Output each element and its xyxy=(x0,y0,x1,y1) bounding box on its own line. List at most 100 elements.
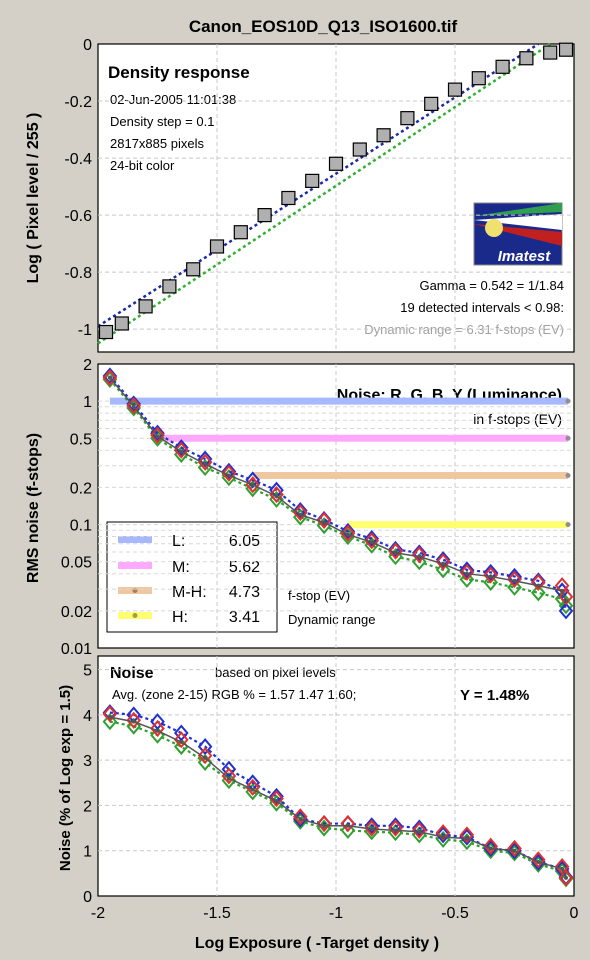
chart-marks: 0 -0.2 -0.4 -0.6 -0.8 -1 2 1 0.5 0.2 0.1 0.05 0.02 0.… xyxy=(61,37,579,922)
noise-fstops-point-r xyxy=(173,441,189,459)
noise-fstops-point-r xyxy=(340,524,356,542)
noise-fstops-point-y xyxy=(226,473,231,478)
noise-percent-point-r xyxy=(197,747,213,765)
noise-percent-point-b xyxy=(411,819,427,837)
noise-fstops-point-y xyxy=(322,520,327,525)
legend-label-m: M: xyxy=(172,559,190,576)
noise-fstops-point-y xyxy=(203,461,208,466)
noise-fstops-point-y xyxy=(393,550,398,555)
noise-fstops-point-b xyxy=(173,439,189,457)
noise-fstops-point-y xyxy=(298,512,303,517)
noise-fstops-point-b xyxy=(245,471,261,489)
noise-percent-point-y xyxy=(369,826,374,831)
noise-percent-point-y xyxy=(274,798,279,803)
density-point xyxy=(162,279,177,294)
noise-percent-point-r xyxy=(411,821,427,839)
noise-percent-point-r xyxy=(102,705,118,723)
noise-fstops-point-b xyxy=(411,544,427,562)
density-ytick-label: -0.4 xyxy=(64,151,92,168)
density-ytick-label: -0.6 xyxy=(64,208,92,225)
density-point xyxy=(558,42,574,57)
noise-fstops-point-y xyxy=(369,540,374,545)
noise-fstops-point-y xyxy=(560,588,565,593)
density-point xyxy=(328,156,344,171)
noise-percent-point-r xyxy=(173,731,189,749)
noise-fstops-series-line-b xyxy=(109,375,568,612)
noise-fstops-point-y xyxy=(274,494,279,499)
noise-percent-point-b xyxy=(269,787,284,805)
noise-percent-title: Noise xyxy=(110,665,154,682)
noise-fstops-point-b xyxy=(340,522,356,540)
density-point xyxy=(138,299,153,314)
noise-percent-point-y xyxy=(488,846,493,851)
imatest-logo-text: Imatest xyxy=(498,248,552,265)
legend-entry-mh: M-H: 4.73 xyxy=(118,584,260,601)
noise-percent-point-y xyxy=(536,860,541,865)
density-title: Density response xyxy=(108,63,250,82)
noise-fstops-point-b xyxy=(292,501,308,520)
noise-fstops-point-g xyxy=(435,561,451,579)
noise-fstops-point-b xyxy=(102,367,118,385)
noise-fstops-point-b xyxy=(388,540,403,558)
noise-percent-ytick-label: 0 xyxy=(83,889,92,906)
noise-percent-point-r xyxy=(340,815,356,833)
noise-fstops-ytick-label: 1 xyxy=(83,394,92,411)
noise-percent-summary: Avg. (zone 2-15) RGB % = 1.57 1.47 1.60; xyxy=(112,687,356,702)
noise-fstops-point-g xyxy=(483,573,499,591)
density-info-size: 2817x885 pixels xyxy=(110,136,204,151)
noise-percent-point-y xyxy=(393,828,398,833)
noise-percent-point-y xyxy=(155,728,160,733)
noise-percent-point-b xyxy=(197,738,213,756)
x-tick-label: -1 xyxy=(329,905,343,922)
noise-percent-point-g xyxy=(197,753,213,771)
noise-percent-point-y xyxy=(179,740,184,745)
density-point xyxy=(447,82,463,97)
legend-entry-h: H: 3.41 xyxy=(118,609,260,626)
dynamic-range-line-end-mh xyxy=(565,472,571,478)
noise-percent-point-b xyxy=(388,817,403,835)
noise-percent-point-r xyxy=(558,869,574,887)
legend-value-h: 3.41 xyxy=(229,609,260,626)
noise-percent-ytick-label: 2 xyxy=(83,798,92,815)
noise-fstops-ytick-label: 0.1 xyxy=(70,518,92,535)
noise-fstops-point-g xyxy=(530,584,546,602)
noise-percent-point-b xyxy=(364,817,380,835)
noise-fstops-point-y xyxy=(179,449,184,454)
noise-percent-point-r xyxy=(364,819,380,837)
noise-fstops-point-r xyxy=(388,542,403,560)
legend-caption-dynamic-range: Dynamic range xyxy=(288,612,375,627)
noise-percent-point-y xyxy=(131,719,136,724)
noise-percent-point-y xyxy=(345,823,350,828)
dynamic-range-line-end-m xyxy=(565,435,571,441)
noise-percent-point-y xyxy=(298,817,303,822)
density-point xyxy=(424,96,439,111)
noise-percent-point-r xyxy=(388,819,403,837)
noise-fstops-point-r xyxy=(364,532,380,550)
noise-fstops-point-y xyxy=(345,532,350,537)
noise-fstops-point-b xyxy=(558,602,574,620)
noise-percent-point-r xyxy=(459,826,475,844)
noise-percent-point-r xyxy=(316,815,332,833)
noise-fstops-ytick-label: 0.2 xyxy=(70,480,92,497)
window-title: Canon_EOS10D_Q13_ISO1600.tif xyxy=(189,17,458,36)
noise-fstops-point-b xyxy=(364,530,380,548)
legend-entry-m: M: 5.62 xyxy=(118,559,260,576)
noise-fstops-point-b xyxy=(530,572,546,590)
noise-percent-point-y xyxy=(441,835,446,840)
legend-value-l: 6.05 xyxy=(229,533,260,550)
noise-percent-point-r xyxy=(554,858,570,876)
noise-fstops-point-y xyxy=(107,375,112,380)
x-tick-label: 0 xyxy=(570,905,579,922)
noise-percent-ytick-label: 3 xyxy=(83,753,92,770)
noise-fstops-point-y xyxy=(131,404,136,409)
noise-percent-point-r xyxy=(483,837,499,855)
noise-percent-point-b xyxy=(173,724,189,742)
density-point xyxy=(376,128,391,143)
noise-percent-point-b xyxy=(150,713,165,731)
noise-fstops-point-r xyxy=(507,570,522,588)
imatest-logo: Imatest xyxy=(473,202,563,266)
density-ylabel: Log ( Pixel level / 255 ) xyxy=(25,113,42,284)
density-point xyxy=(471,71,486,86)
noise-fstops-point-g xyxy=(459,570,475,588)
noise-percent-point-r xyxy=(126,711,142,729)
